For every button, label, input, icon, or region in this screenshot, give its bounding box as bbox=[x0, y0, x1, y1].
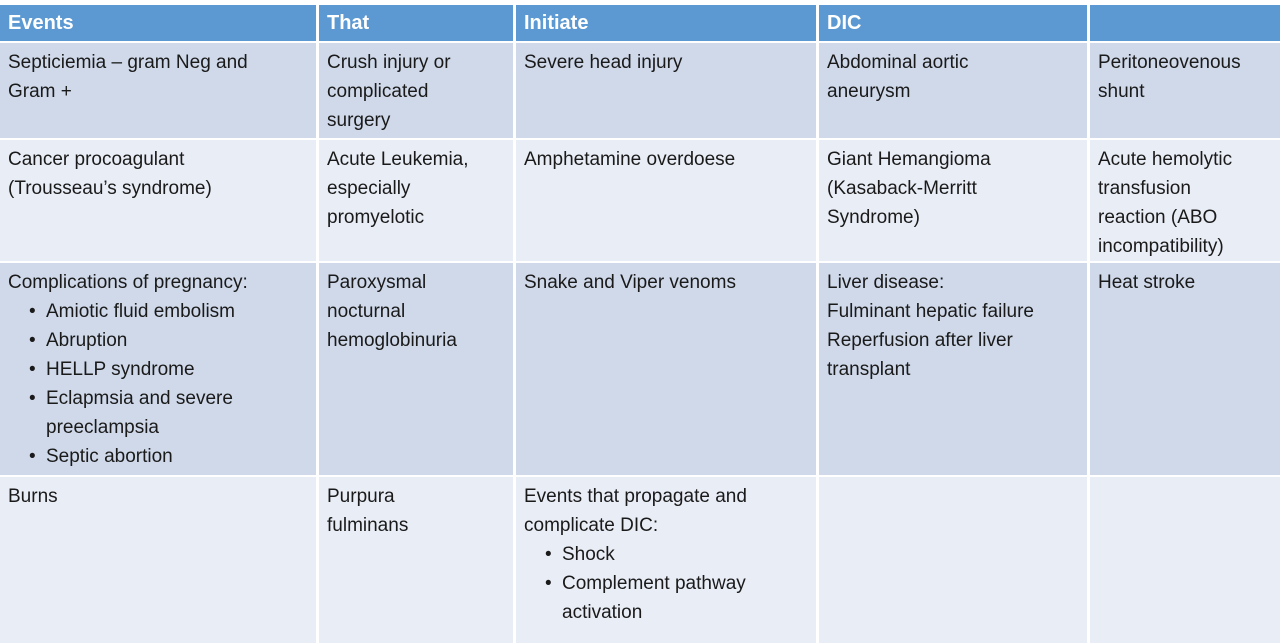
cell-head-injury: Severe head injury bbox=[516, 43, 816, 138]
cell-text: Crush injury or complicated surgery bbox=[327, 52, 451, 131]
cell-hemolytic-transfusion: Acute hemolytic transfusion reaction (AB… bbox=[1090, 140, 1280, 261]
bullet-item: Complement pathway activation bbox=[524, 569, 808, 627]
cell-text: Snake and Viper venoms bbox=[524, 272, 736, 293]
cell-text: Giant Hemangioma (Kasaback-Merritt Syndr… bbox=[827, 149, 991, 228]
column-header-label: That bbox=[327, 11, 370, 34]
cell-acute-leukemia: Acute Leukemia, especially promyelotic bbox=[319, 140, 513, 261]
cell-empty bbox=[819, 477, 1087, 643]
column-header-events: Events bbox=[0, 5, 316, 41]
cell-aortic-aneurysm: Abdominal aortic aneurysm bbox=[819, 43, 1087, 138]
cell-text: Acute Leukemia, especially promyelotic bbox=[327, 149, 469, 228]
cell-text: Abdominal aortic aneurysm bbox=[827, 52, 969, 102]
cell-giant-hemangioma: Giant Hemangioma (Kasaback-Merritt Syndr… bbox=[819, 140, 1087, 261]
cell-cancer-procoagulant: Cancer procoagulant (Trousseau’s syndrom… bbox=[0, 140, 316, 261]
bullet-list: Shock Complement pathway activation bbox=[524, 540, 808, 627]
cell-text: Paroxysmal nocturnal hemoglobinuria bbox=[327, 272, 457, 351]
cell-text: Peritoneovenous shunt bbox=[1098, 52, 1241, 102]
bullet-item: Amiotic fluid embolism bbox=[8, 297, 308, 326]
cell-amphetamine-overdose: Amphetamine overdoese bbox=[516, 140, 816, 261]
cell-paroxysmal-nocturnal: Paroxysmal nocturnal hemoglobinuria bbox=[319, 263, 513, 475]
cell-text: Complications of pregnancy: bbox=[8, 272, 248, 293]
cell-text: Heat stroke bbox=[1098, 272, 1196, 293]
cell-crush-injury: Crush injury or complicated surgery bbox=[319, 43, 513, 138]
column-header-label: DIC bbox=[827, 11, 862, 34]
cell-text: Events that propagate and complicate DIC… bbox=[524, 486, 747, 536]
cell-text: Severe head injury bbox=[524, 52, 683, 73]
bullet-item: Septic abortion bbox=[8, 442, 308, 471]
cell-text: Liver disease: Fulminant hepatic failure… bbox=[827, 272, 1034, 380]
bullet-item: HELLP syndrome bbox=[8, 355, 308, 384]
cell-burns: Burns bbox=[0, 477, 316, 643]
column-header-dic: DIC bbox=[819, 5, 1087, 41]
cell-liver-disease: Liver disease: Fulminant hepatic failure… bbox=[819, 263, 1087, 475]
cell-peritoneovenous-shunt: Peritoneovenous shunt bbox=[1090, 43, 1280, 138]
cell-text: Amphetamine overdoese bbox=[524, 149, 736, 170]
bullet-item: Eclapmsia and severe preeclampsia bbox=[8, 384, 308, 442]
bullet-list: Amiotic fluid embolism Abruption HELLP s… bbox=[8, 297, 308, 471]
bullet-item: Abruption bbox=[8, 326, 308, 355]
cell-propagating-events: Events that propagate and complicate DIC… bbox=[516, 477, 816, 643]
cell-text: Purpura fulminans bbox=[327, 486, 409, 536]
column-header-label: Events bbox=[8, 11, 74, 34]
cell-text: Burns bbox=[8, 486, 58, 507]
cell-purpura-fulminans: Purpura fulminans bbox=[319, 477, 513, 643]
column-header-empty bbox=[1090, 5, 1280, 41]
column-header-label: Initiate bbox=[524, 11, 589, 34]
cell-text: Cancer procoagulant (Trousseau’s syndrom… bbox=[8, 149, 212, 199]
cell-snake-viper-venoms: Snake and Viper venoms bbox=[516, 263, 816, 475]
bullet-item: Shock bbox=[524, 540, 808, 569]
cell-septicemia: Septiciemia – gram Neg and Gram + bbox=[0, 43, 316, 138]
column-header-initiate: Initiate bbox=[516, 5, 816, 41]
column-header-that: That bbox=[319, 5, 513, 41]
cell-heat-stroke: Heat stroke bbox=[1090, 263, 1280, 475]
cell-text: Septiciemia – gram Neg and Gram + bbox=[8, 52, 248, 102]
cell-empty bbox=[1090, 477, 1280, 643]
cell-text: Acute hemolytic transfusion reaction (AB… bbox=[1098, 149, 1233, 257]
cell-pregnancy-complications: Complications of pregnancy: Amiotic flui… bbox=[0, 263, 316, 475]
